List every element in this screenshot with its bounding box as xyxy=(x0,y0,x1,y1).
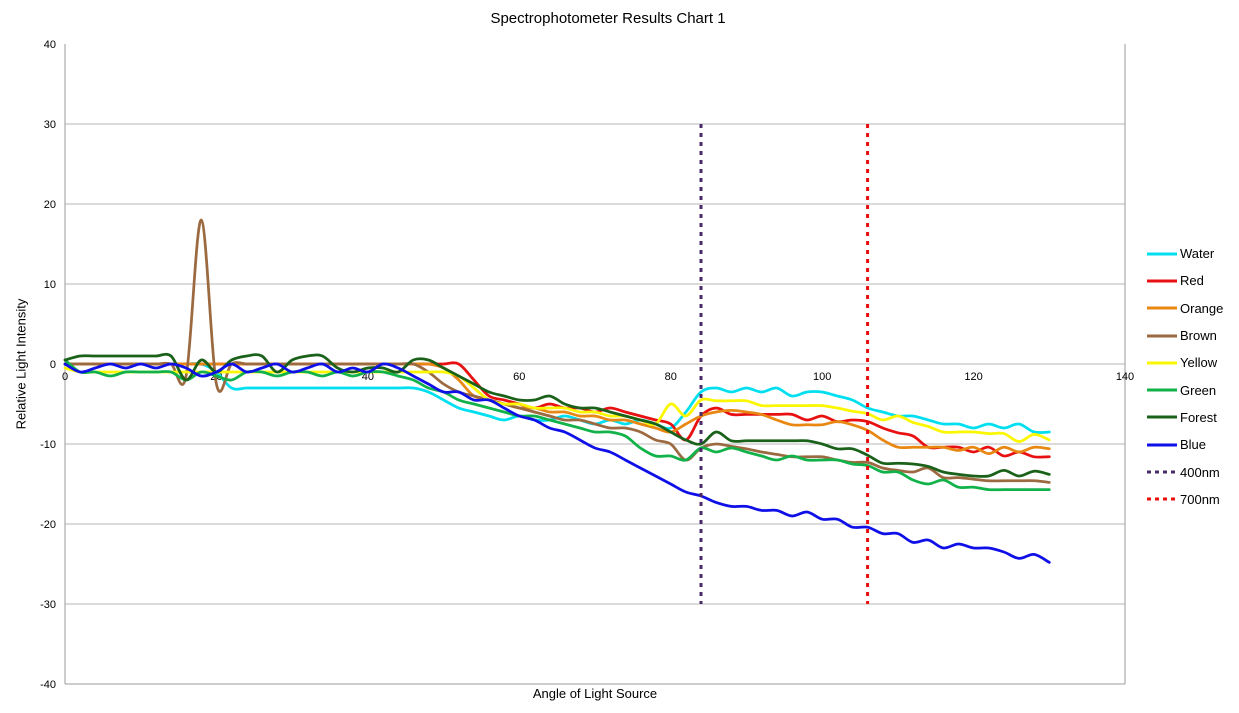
x-tick-label-80: 80 xyxy=(665,371,677,383)
y-tick-label-40: 40 xyxy=(44,39,56,51)
x-tick-label-60: 60 xyxy=(513,371,525,383)
legend-swatch-orange xyxy=(1147,306,1177,310)
legend-item-700nm: 700nm xyxy=(1146,486,1223,513)
legend-item-red: Red xyxy=(1146,267,1223,294)
legend-label: Green xyxy=(1180,382,1217,398)
y-tick-label-30: 30 xyxy=(44,119,56,131)
legend-swatch-water xyxy=(1147,252,1177,256)
chart-title: Spectrophotometer Results Chart 1 xyxy=(490,10,726,27)
series-line-forest xyxy=(63,352,1051,478)
legend-swatch-brown xyxy=(1147,334,1177,338)
legend-label: Blue xyxy=(1180,437,1207,453)
y-tick-label--20: -20 xyxy=(40,519,56,531)
legend-item-yellow: Yellow xyxy=(1146,349,1223,376)
legend-item-forest: Forest xyxy=(1146,404,1223,431)
legend-swatch-400nm xyxy=(1147,470,1177,474)
legend-swatch-red xyxy=(1147,279,1177,283)
legend-item-blue: Blue xyxy=(1146,431,1223,458)
legend-swatch-blue xyxy=(1147,443,1177,447)
legend-item-brown: Brown xyxy=(1146,322,1223,349)
series-line-yellow xyxy=(63,366,1051,443)
y-tick-label--30: -30 xyxy=(40,599,56,611)
legend-swatch-700nm xyxy=(1147,497,1177,501)
legend-label: Forest xyxy=(1180,409,1217,425)
y-tick-label-20: 20 xyxy=(44,199,56,211)
y-tick-label-0: 0 xyxy=(50,359,56,371)
legend-item-400nm: 400nm xyxy=(1146,458,1223,485)
y-tick-label--10: -10 xyxy=(40,439,56,451)
x-tick-label-120: 120 xyxy=(964,371,982,383)
x-axis-title: Angle of Light Source xyxy=(532,686,658,701)
x-tick-label-140: 140 xyxy=(1116,371,1134,383)
legend-label: Water xyxy=(1180,246,1215,262)
legend-label: 400nm xyxy=(1180,464,1220,480)
y-tick-label-10: 10 xyxy=(44,279,56,291)
legend-label: Brown xyxy=(1180,328,1217,344)
legend-swatch-green xyxy=(1147,388,1177,392)
legend-label: 700nm xyxy=(1180,491,1220,507)
series-line-blue xyxy=(63,362,1051,564)
x-tick-label-100: 100 xyxy=(813,371,831,383)
series-line-brown xyxy=(63,218,1051,484)
legend-label: Red xyxy=(1180,273,1204,289)
legend-item-green: Green xyxy=(1146,376,1223,403)
y-tick-label--40: -40 xyxy=(40,679,56,691)
legend-label: Yellow xyxy=(1180,355,1218,371)
chart-legend: Water Red Orange Brown Yellow Green Forest Blue… xyxy=(1146,240,1223,513)
legend-item-water: Water xyxy=(1146,240,1223,267)
legend-swatch-forest xyxy=(1147,415,1177,419)
series-line-green xyxy=(63,358,1051,492)
legend-item-orange: Orange xyxy=(1146,295,1223,322)
x-tick-label-0: 0 xyxy=(62,371,68,383)
legend-label: Orange xyxy=(1180,300,1224,316)
legend-swatch-yellow xyxy=(1147,361,1177,365)
